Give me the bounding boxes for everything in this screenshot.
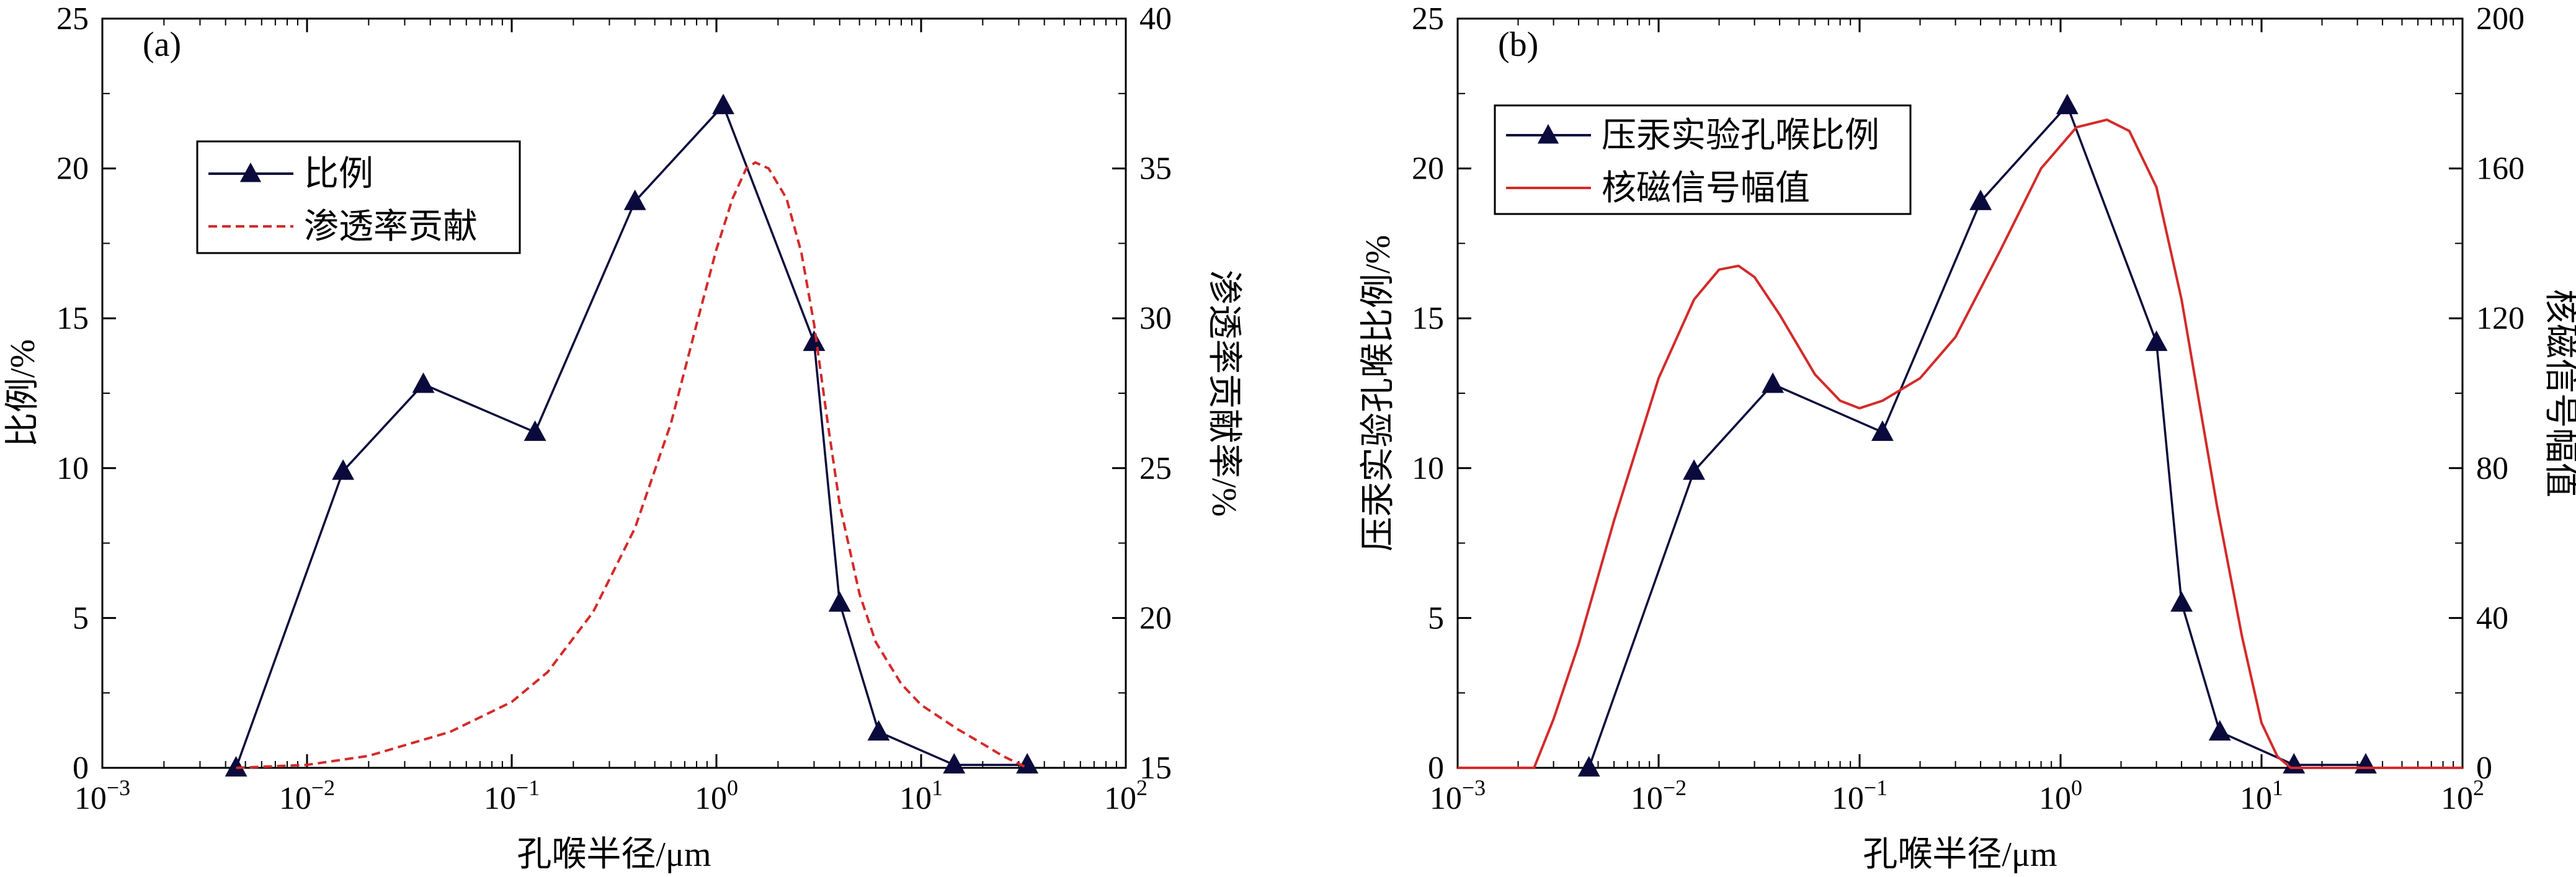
y-right-tick-label: 20	[1139, 600, 1172, 636]
y-left-axis-label: 压汞实验孔喉比例/%	[1359, 235, 1397, 551]
y-left-tick-label: 10	[56, 451, 89, 486]
legend-label: 压汞实验孔喉比例	[1602, 117, 1879, 155]
data-point-marker	[2056, 94, 2079, 115]
data-point-marker	[412, 372, 435, 393]
y-right-axis-label: 核磁信号幅值	[2541, 289, 2576, 497]
legend-swatch-marker	[239, 162, 262, 182]
y-left-tick-label: 0	[1428, 750, 1444, 786]
y-left-tick-label: 25	[1412, 1, 1444, 37]
data-point-marker	[1762, 372, 1785, 393]
data-point-marker	[2208, 719, 2231, 741]
data-point-marker	[867, 719, 890, 741]
x-tick-label: 101	[2240, 775, 2283, 816]
chart-panel-a: 10−3 10−2 10−1 100 101 102 0 5 10 15 20 25 15 20 25 30 3…	[4, 1, 1243, 874]
data-point-marker	[332, 459, 355, 480]
x-axis-label: 孔喉半径/μm	[1863, 835, 2057, 874]
y-right-tick-label: 40	[2476, 600, 2508, 636]
y-right-tick-label: 120	[2476, 301, 2525, 336]
chart-panel-b: 10−3 10−2 10−1 100 101 1020510152025040801201…	[1359, 1, 2576, 874]
data-point-marker	[712, 94, 734, 115]
x-tick-label: 100	[2039, 775, 2082, 816]
y-right-tick-label: 35	[1139, 151, 1172, 187]
y-left-tick-label: 25	[56, 1, 89, 37]
y-left-tick-label: 15	[56, 301, 89, 336]
y-right-tick-label: 25	[1139, 451, 1172, 486]
legend-box	[1494, 104, 1912, 215]
series-line-核磁信号幅值	[1458, 118, 2462, 769]
data-point-marker	[1683, 459, 1705, 480]
data-point-marker	[1016, 753, 1039, 774]
data-point-marker	[2145, 330, 2168, 351]
x-tick-label: 10−2	[279, 775, 335, 816]
data-point-marker	[623, 189, 646, 210]
y-right-axis-label: 渗透率贡献率/%	[1205, 270, 1243, 517]
y-left-tick-label: 5	[1428, 600, 1444, 636]
y-left-tick-label: 15	[1412, 301, 1444, 336]
legend-label: 比例	[304, 155, 373, 194]
x-tick-label: 102	[2441, 775, 2484, 816]
panel-label: (a)	[143, 25, 181, 64]
y-right-tick-label: 80	[2476, 451, 2508, 486]
legend-box	[196, 140, 521, 254]
x-tick-label: 10−1	[484, 775, 540, 816]
data-point-marker	[1871, 420, 1894, 441]
x-tick-label: 10−2	[1631, 775, 1687, 816]
y-left-tick-label: 10	[1412, 451, 1444, 486]
legend-label: 核磁信号幅值	[1602, 169, 1810, 208]
y-left-tick-label: 5	[73, 600, 89, 636]
y-right-tick-label: 15	[1139, 750, 1172, 786]
x-tick-label: 10−1	[1832, 775, 1887, 816]
y-left-tick-label: 0	[73, 750, 89, 786]
data-point-marker	[1969, 189, 1992, 210]
legend-label: 渗透率贡献	[304, 208, 478, 246]
data-point-marker	[1577, 755, 1600, 777]
y-right-tick-label: 0	[2476, 750, 2492, 786]
x-axis-label: 孔喉半径/μm	[517, 835, 711, 874]
y-right-tick-label: 200	[2476, 1, 2525, 37]
data-point-marker	[524, 420, 546, 441]
x-tick-label: 101	[899, 775, 943, 816]
y-right-tick-label: 40	[1139, 1, 1172, 37]
y-right-tick-label: 160	[2476, 151, 2525, 187]
data-point-marker	[828, 591, 851, 612]
y-left-tick-label: 20	[56, 151, 89, 187]
x-tick-label: 10−3	[1430, 775, 1486, 816]
data-point-marker	[2170, 591, 2193, 612]
data-point-marker	[943, 753, 966, 774]
x-tick-label: 102	[1104, 775, 1148, 816]
legend-swatch-marker	[1537, 124, 1559, 144]
y-right-tick-label: 30	[1139, 301, 1172, 336]
y-left-tick-label: 20	[1412, 151, 1444, 187]
x-tick-label: 10−3	[74, 775, 130, 816]
x-tick-label: 100	[695, 775, 738, 816]
panel-label: (b)	[1498, 25, 1538, 64]
data-point-marker	[803, 330, 826, 351]
y-left-axis-label: 比例/%	[4, 339, 42, 447]
